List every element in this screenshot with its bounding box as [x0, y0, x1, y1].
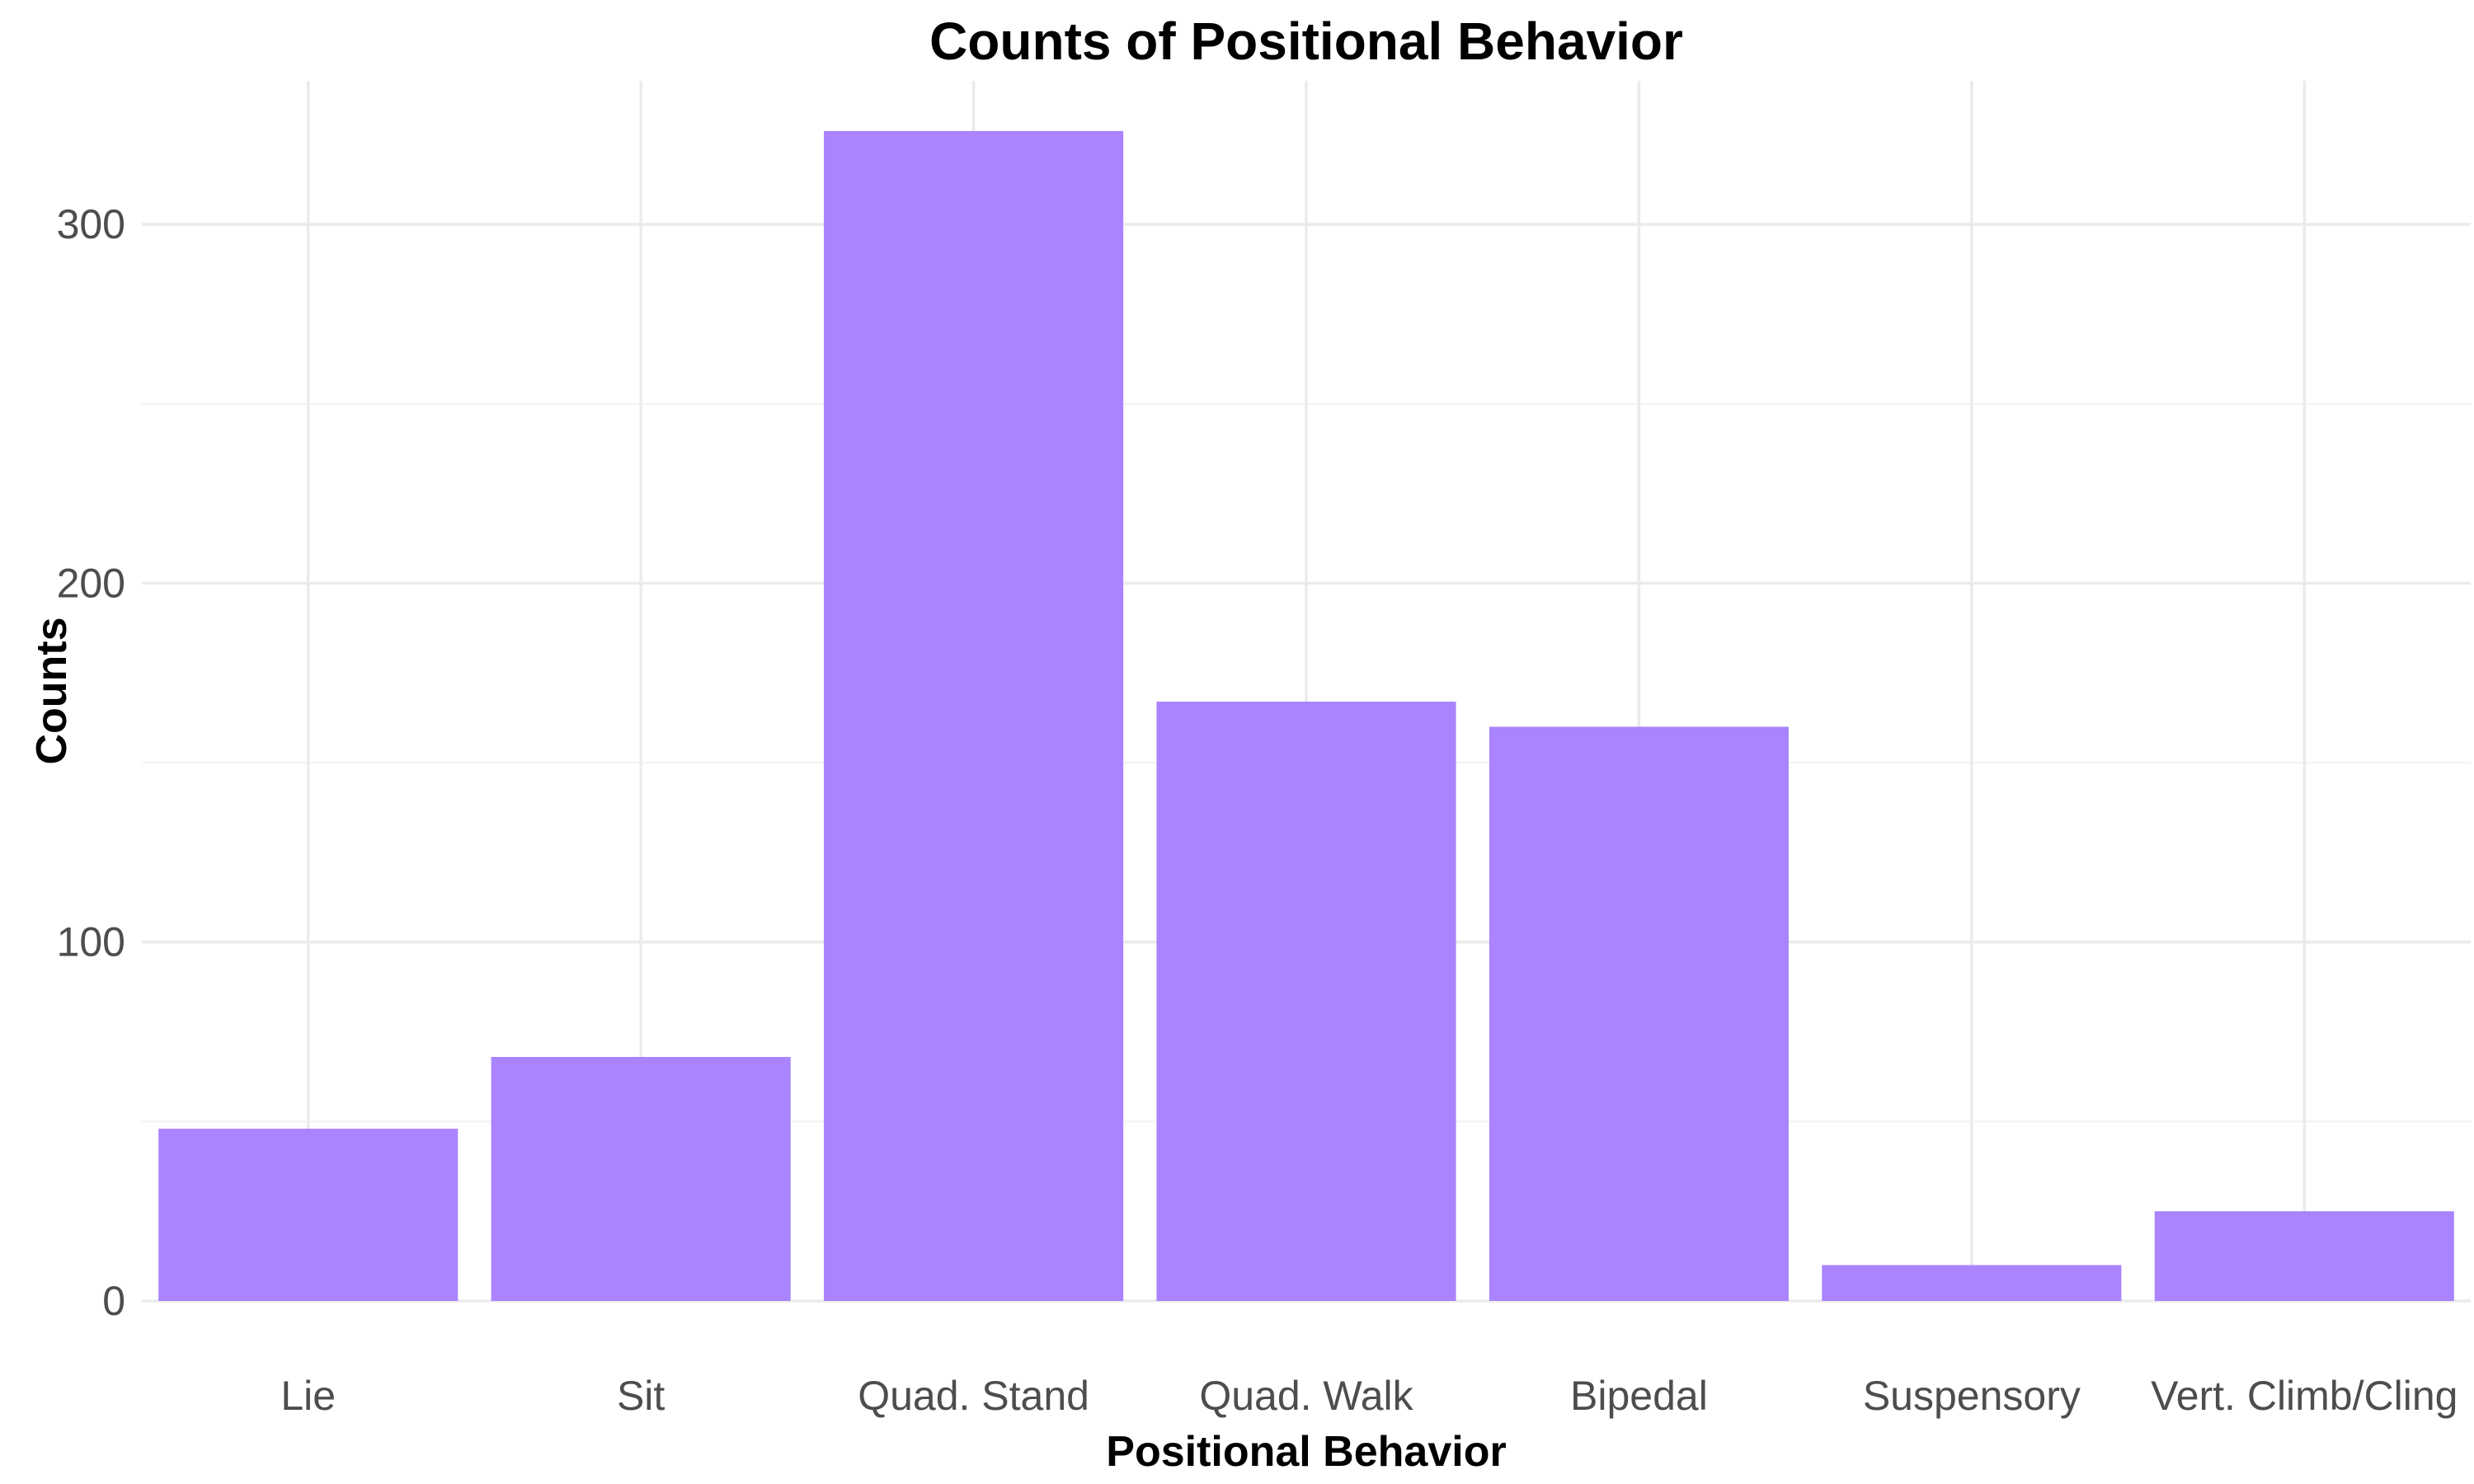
x-tick-label: Quad. Stand	[858, 1373, 1089, 1419]
bar-sit	[491, 1057, 791, 1301]
x-tick-label: Sit	[617, 1373, 665, 1419]
bar-suspensory	[1822, 1265, 2122, 1301]
y-tick-label: 300	[57, 201, 125, 247]
y-tick-label: 0	[102, 1278, 125, 1324]
bar-bipedal	[1489, 726, 1789, 1301]
chart-title: Counts of Positional Behavior	[929, 12, 1683, 71]
x-axis-ticks: Lie Sit Quad. Stand Quad. Walk Bipedal Suspen…	[280, 1373, 2458, 1419]
y-axis-ticks: 0 100 200 300	[57, 201, 125, 1324]
y-tick-label: 100	[57, 919, 125, 965]
x-tick-label: Suspensory	[1863, 1373, 2081, 1419]
bar-quad-stand	[824, 130, 1124, 1302]
x-tick-label: Bipedal	[1570, 1373, 1708, 1419]
x-tick-label: Vert. Climb/Cling	[2151, 1373, 2458, 1419]
bar-vert-climb-cling	[2154, 1211, 2454, 1301]
x-tick-label: Quad. Walk	[1199, 1373, 1413, 1419]
bars	[158, 130, 2454, 1302]
y-axis-title: Counts	[28, 617, 76, 764]
x-axis-title: Positional Behavior	[1106, 1428, 1506, 1476]
bar-lie	[158, 1129, 459, 1301]
y-tick-label: 200	[57, 560, 125, 606]
bar-quad-walk	[1156, 702, 1456, 1301]
x-tick-label: Lie	[280, 1373, 336, 1419]
